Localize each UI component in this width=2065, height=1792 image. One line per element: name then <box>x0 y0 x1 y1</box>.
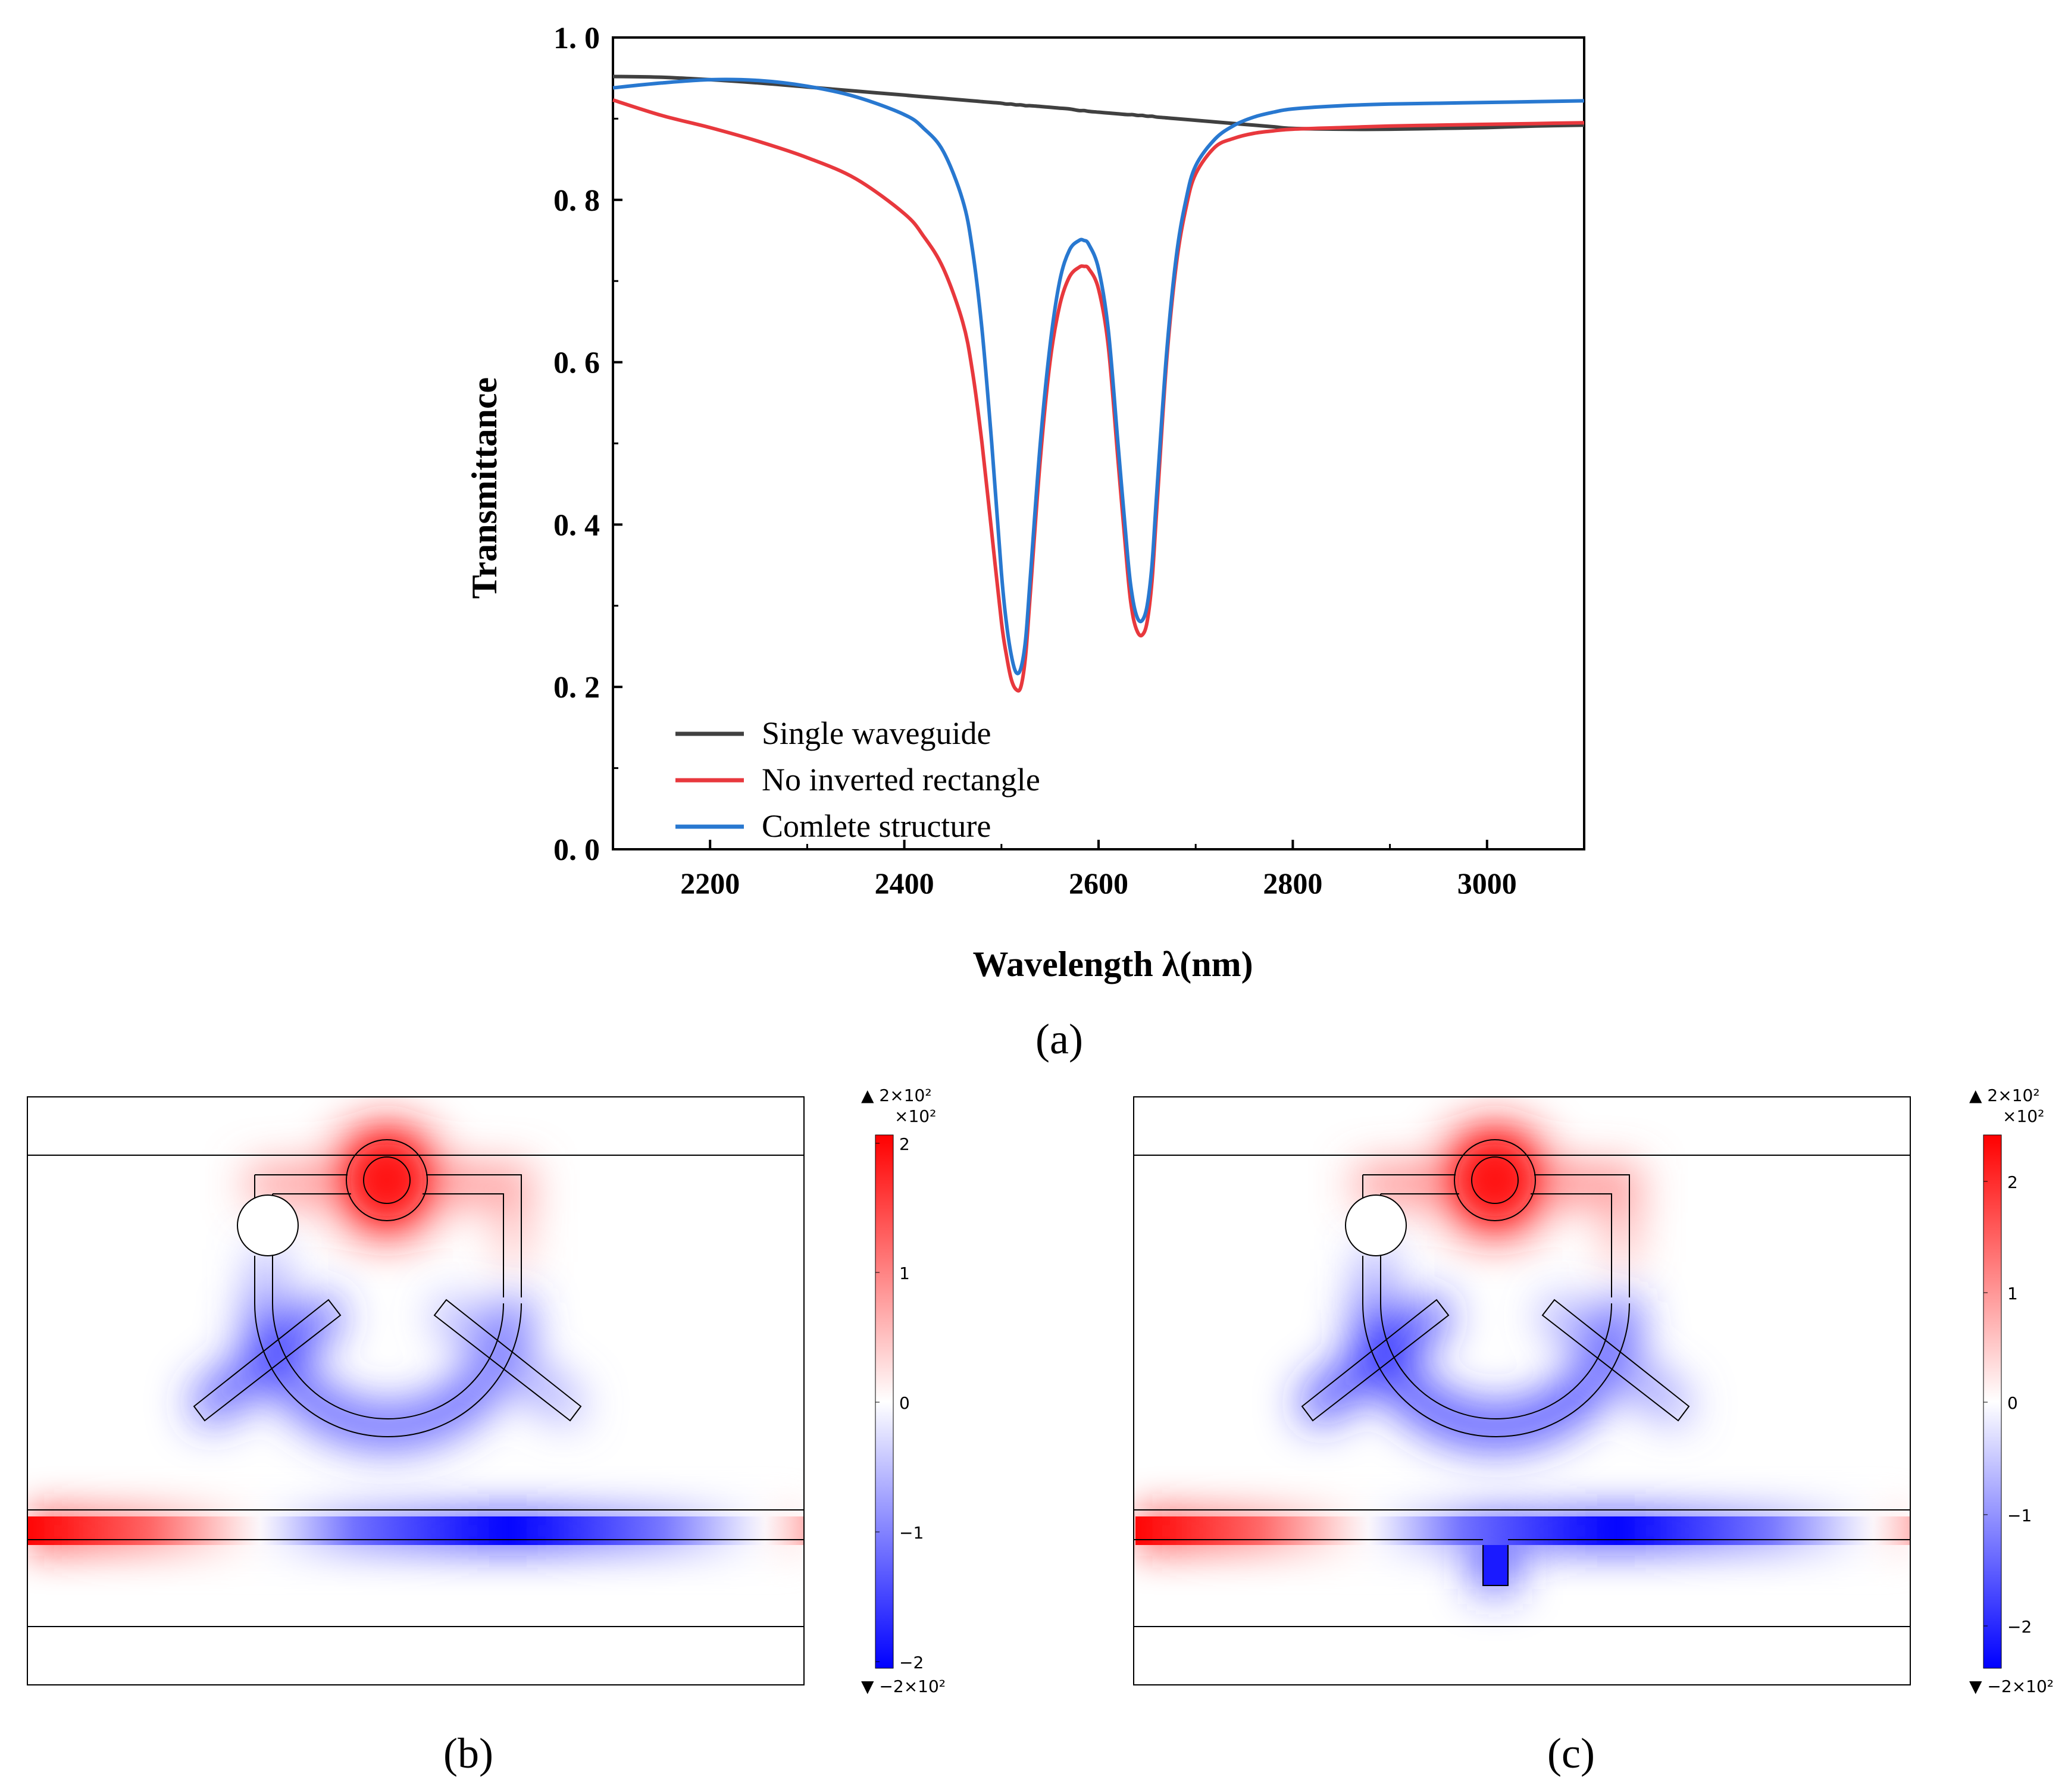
colorbar-b-tick: −1 <box>899 1523 924 1543</box>
field-map-b: ▲ 2×10² ×10² ▼ −2×10² 2 1 0 −1 −2 (b) <box>27 1086 946 1777</box>
legend: Single waveguide No inverted rectangle C… <box>675 715 1040 844</box>
series-lines <box>612 74 1585 693</box>
series-complete-structure <box>612 77 1585 675</box>
colorbar-b-min: ▼ −2×10² <box>861 1677 946 1696</box>
field-map-b-image <box>27 1097 804 1685</box>
x-tick-label: 2600 <box>1069 867 1128 900</box>
x-axis: 2200 2400 2600 2800 3000 <box>612 840 1585 900</box>
x-axis-label: Wavelength λ(nm) <box>972 945 1253 984</box>
colorbar-c-max: ▲ 2×10² <box>1969 1086 2040 1105</box>
colorbar-b-tick: 2 <box>899 1134 910 1154</box>
x-tick-label: 3000 <box>1457 867 1517 900</box>
colorbar-b-ticks: 2 1 0 −1 −2 <box>875 1134 924 1672</box>
panel-label-c: (c) <box>1547 1730 1595 1777</box>
colorbar-b-exponent: ×10² <box>894 1106 936 1126</box>
x-tick-label: 2400 <box>875 867 934 900</box>
colorbar-c-tick: 2 <box>2007 1172 2018 1192</box>
x-tick-label: 2200 <box>680 867 740 900</box>
y-tick-label: 0. 6 <box>553 346 600 380</box>
y-tick-label: 0. 8 <box>553 184 600 218</box>
colorbar-c-tick: −1 <box>2007 1506 2032 1525</box>
colorbar-c: ▲ 2×10² ×10² ▼ −2×10² 2 1 0 −1 −2 <box>1969 1086 2054 1696</box>
stub-field <box>1483 1545 1508 1585</box>
x-tick-label: 2800 <box>1263 867 1322 900</box>
y-tick-label: 0. 2 <box>553 671 600 705</box>
legend-label-complete-structure: Comlete structure <box>762 808 991 844</box>
colorbar-c-ticks: 2 1 0 −1 −2 <box>1983 1172 2032 1637</box>
y-tick-label: 0. 4 <box>553 508 600 542</box>
colorbar-b-tick: 1 <box>899 1264 910 1283</box>
colorbar-b-tick: −2 <box>899 1653 924 1672</box>
colorbar-c-min: ▼ −2×10² <box>1969 1677 2054 1696</box>
panel-label-a: (a) <box>1035 1015 1083 1063</box>
colorbar-c-exponent: ×10² <box>2003 1106 2044 1126</box>
y-tick-label: 0. 0 <box>553 833 600 867</box>
colorbar-c-tick: 1 <box>2007 1284 2018 1303</box>
field-map-c-image <box>1134 1097 1910 1685</box>
panel-label-b: (b) <box>443 1730 493 1777</box>
transmittance-chart: 0. 0 0. 2 0. 4 0. 6 0. 8 1. 0 2200 2400 2600 280… <box>465 21 1585 1063</box>
field-map-c: ▲ 2×10² ×10² ▼ −2×10² 2 1 0 −1 −2 (c) <box>1133 1086 2054 1777</box>
series-single-waveguide <box>612 74 1585 132</box>
legend-label-single-waveguide: Single waveguide <box>762 715 991 751</box>
y-axis: 0. 0 0. 2 0. 4 0. 6 0. 8 1. 0 <box>553 21 622 867</box>
colorbar-b: ▲ 2×10² ×10² ▼ −2×10² 2 1 0 −1 −2 <box>861 1086 946 1696</box>
y-axis-label: Transmittance <box>465 377 504 599</box>
plot-frame <box>612 36 1585 850</box>
legend-label-no-inverted-rectangle: No inverted rectangle <box>762 762 1040 798</box>
colorbar-b-tick: 0 <box>899 1393 910 1413</box>
colorbar-c-tick: −2 <box>2007 1617 2032 1637</box>
colorbar-b-max: ▲ 2×10² <box>861 1086 932 1105</box>
y-tick-label: 1. 0 <box>553 21 600 55</box>
colorbar-c-tick: 0 <box>2007 1393 2018 1413</box>
series-no-inverted-rectangle <box>612 98 1585 693</box>
